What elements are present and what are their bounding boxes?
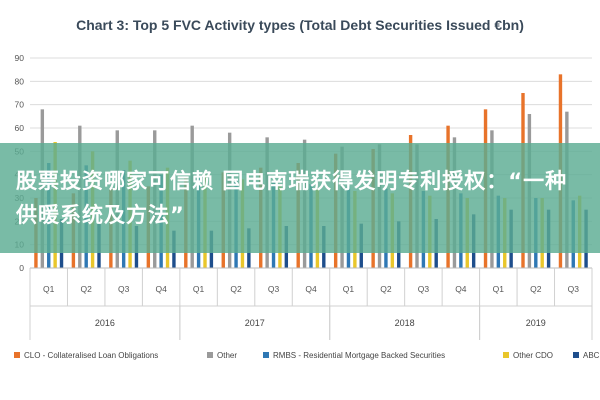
legend-swatch — [263, 352, 269, 358]
x-tick-label: Q2 — [230, 284, 242, 294]
x-tick-label: Q1 — [43, 284, 55, 294]
x-tick-label: Q4 — [305, 284, 317, 294]
y-tick-label: 60 — [15, 123, 25, 133]
legend-label: Other — [217, 351, 237, 360]
legend-label: Other CDO — [513, 351, 553, 360]
x-tick-label: Q2 — [380, 284, 392, 294]
y-tick-label: 0 — [19, 263, 24, 273]
overlay-headline[interactable]: 股票投资哪家可信赖 国电南瑞获得发明专利授权：“一种供暖系统及方法” — [16, 169, 568, 227]
legend-swatch — [14, 352, 20, 358]
overlay-banner[interactable]: 股票投资哪家可信赖 国电南瑞获得发明专利授权：“一种供暖系统及方法” — [0, 143, 600, 253]
legend: CLO - Collateralised Loan Obligations Oth… — [14, 351, 600, 360]
x-tick-label: Q3 — [118, 284, 130, 294]
legend-swatch — [503, 352, 509, 358]
year-label: 2017 — [245, 318, 265, 328]
x-tick-label: Q4 — [455, 284, 467, 294]
year-label: 2019 — [526, 318, 546, 328]
legend-label: ABCP — [583, 351, 600, 360]
y-tick-label: 70 — [15, 100, 25, 110]
y-tick-label: 90 — [15, 53, 25, 63]
x-tick-label: Q3 — [568, 284, 580, 294]
y-tick-label: 80 — [15, 76, 25, 86]
x-tick-label: Q2 — [530, 284, 542, 294]
year-label: 2018 — [395, 318, 415, 328]
x-tick-label: Q1 — [493, 284, 505, 294]
chart-title: Chart 3: Top 5 FVC Activity types (Total… — [76, 17, 524, 33]
x-tick-label: Q3 — [418, 284, 430, 294]
x-tick-label: Q2 — [81, 284, 93, 294]
year-label: 2016 — [95, 318, 115, 328]
x-tick-label: Q1 — [193, 284, 205, 294]
legend-label: RMBS - Residential Mortgage Backed Secur… — [273, 351, 445, 360]
legend-swatch — [573, 352, 579, 358]
legend-swatch — [207, 352, 213, 358]
x-tick-label: Q3 — [268, 284, 280, 294]
x-axis: Q1 Q2 Q3 Q4 Q1 Q2 Q3 Q4 Q1 Q2 Q3 Q4 Q1 Q2 Q3 2016 2017 20… — [29, 267, 593, 340]
x-tick-label: Q4 — [155, 284, 167, 294]
x-tick-label: Q1 — [343, 284, 355, 294]
legend-label: CLO - Collateralised Loan Obligations — [24, 351, 158, 360]
